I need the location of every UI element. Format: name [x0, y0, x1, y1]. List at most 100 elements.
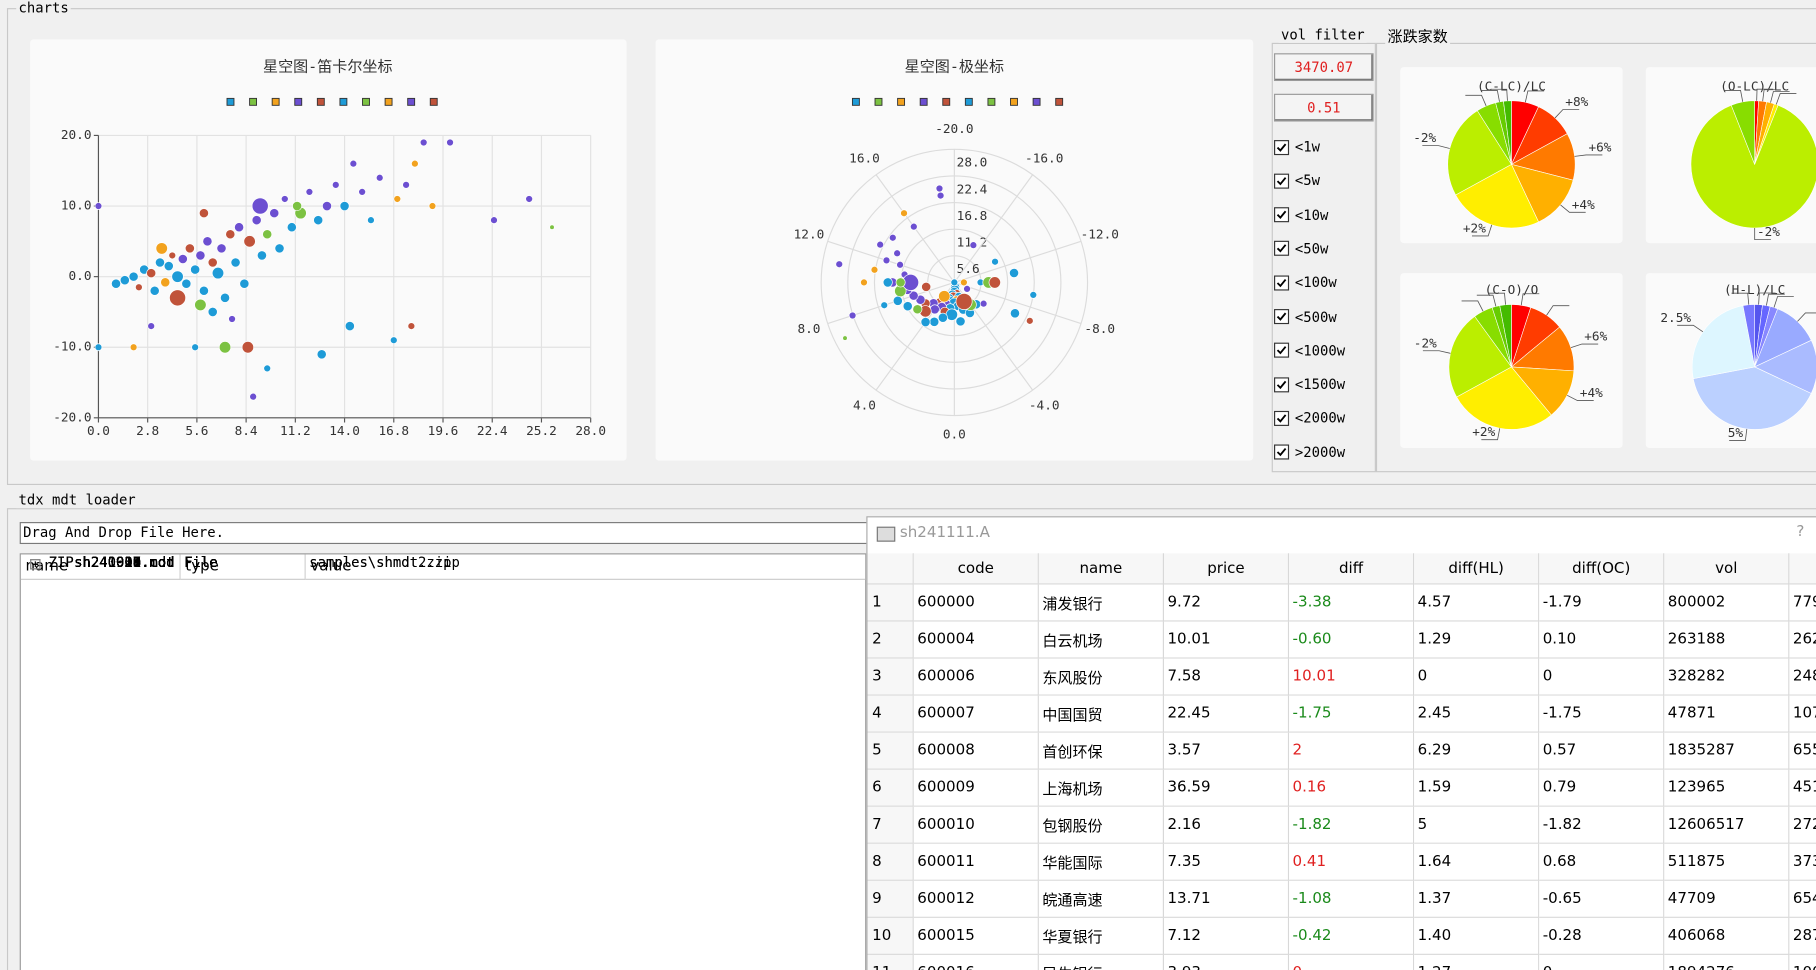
- value-field[interactable]: 3470.07: [1274, 53, 1374, 82]
- polar-point: [882, 277, 893, 288]
- check-mark: [1276, 142, 1287, 152]
- slice-label: 2.5%: [1660, 311, 1691, 326]
- scatter-charts: 星空图-笛卡尔坐标 星空图-极坐标 0.0 2.8 5.6 8.4 11.2 14.0 16.8…: [53, 58, 1119, 443]
- pie-slice: [1455, 163, 1539, 229]
- check-mark: [1276, 210, 1287, 220]
- table-cell: 107: [1789, 695, 1816, 733]
- node-type: File: [184, 554, 218, 571]
- node-name: sh241008.mdt: [74, 554, 175, 571]
- polar-point: [909, 222, 918, 231]
- node-name: sh240926.cod: [74, 554, 175, 571]
- checkbox[interactable]: <5w: [1274, 173, 1320, 189]
- row-header: 2: [867, 621, 914, 659]
- chart-title: 星空图-极坐标: [905, 58, 1004, 76]
- polar-point: [888, 233, 897, 242]
- label-line: [1754, 228, 1771, 241]
- table-cell: 451: [1789, 769, 1816, 807]
- polar-point: [902, 301, 913, 312]
- table-cell: -1.79: [1539, 584, 1665, 622]
- x-tick-label: 16.8: [378, 424, 409, 439]
- check-mark: [1276, 278, 1287, 287]
- polar-point: [963, 285, 971, 293]
- scatter-point: [367, 216, 375, 224]
- scatter-point: [251, 197, 269, 215]
- expand-toggle[interactable]: [30, 559, 41, 570]
- label-line: [1471, 224, 1493, 237]
- angle-tick-label: -16.0: [1025, 151, 1063, 166]
- angle-tick-label: -20.0: [935, 122, 973, 137]
- check-mark: [1276, 346, 1287, 355]
- scatter-point: [230, 257, 241, 268]
- node-name: sh241009.cod: [74, 554, 175, 571]
- angle-tick-label: 12.0: [794, 228, 825, 243]
- node-name: sh241010.cod: [74, 554, 175, 571]
- scatter-point: [249, 392, 257, 401]
- scatter-point: [263, 364, 272, 373]
- table-cell: 10.01: [1289, 658, 1415, 696]
- scatter-point: [358, 188, 366, 196]
- pie-slice: [1753, 339, 1816, 394]
- polar-point: [1009, 268, 1020, 278]
- table-cell: -0.28: [1539, 917, 1665, 955]
- label-line: [1560, 204, 1586, 213]
- scatter-point: [292, 201, 303, 212]
- scatter-point: [169, 289, 187, 307]
- scatter-point: [218, 341, 232, 354]
- x-tick-label: 8.4: [235, 424, 258, 439]
- legend-swatch: [407, 97, 416, 106]
- scatter-point: [286, 222, 297, 233]
- polar-point: [876, 240, 885, 249]
- check-mark: [1276, 176, 1287, 186]
- check-label: <1w: [1294, 138, 1320, 156]
- checkbox[interactable]: <500w: [1274, 308, 1337, 325]
- node-name: sh241015.cod: [74, 554, 175, 571]
- table-cell: 首创环保: [1038, 732, 1164, 770]
- node-name: sh241011.mdt: [74, 554, 175, 571]
- drop-input[interactable]: Drag And Drop File Here.: [19, 522, 877, 545]
- table-cell: -1.75: [1539, 695, 1665, 733]
- row-header: 4: [867, 695, 914, 733]
- legend-swatch: [942, 97, 951, 106]
- table-cell: 262: [1789, 621, 1816, 659]
- pie-slice: [1456, 366, 1552, 430]
- angle-tick-label: -12.0: [1081, 228, 1119, 243]
- grid-spoke: [954, 240, 1082, 283]
- scatter-point: [135, 283, 143, 292]
- checkbox[interactable]: <100w: [1274, 275, 1337, 291]
- checkbox[interactable]: <50w: [1274, 241, 1328, 257]
- polar-point: [908, 290, 919, 301]
- node-type: File: [184, 554, 218, 571]
- file-tree[interactable]: name type value ZIP samples\shmdt2.zip ZIP sam…: [19, 553, 867, 970]
- table-cell: 263188: [1664, 621, 1790, 659]
- check-box: [1274, 207, 1290, 223]
- row-header: 7: [867, 806, 914, 844]
- checkbox[interactable]: <1000w: [1274, 342, 1345, 359]
- polar-point: [920, 317, 931, 328]
- checkbox[interactable]: <10w: [1274, 207, 1328, 223]
- checkbox[interactable]: <2000w: [1274, 410, 1345, 426]
- legend-swatch: [362, 97, 370, 106]
- pie-slice: [1691, 305, 1756, 379]
- table-cell: 100: [1789, 954, 1816, 970]
- table-cell: 22.45: [1163, 695, 1290, 733]
- polar-point: [896, 260, 904, 269]
- label-line: [1566, 394, 1594, 401]
- table-cell: 0.41: [1289, 843, 1415, 881]
- table-cell: -0.65: [1539, 880, 1665, 918]
- slice-label: -2%: [1757, 225, 1780, 240]
- x-tick-label: 11.2: [280, 424, 311, 439]
- table-cell: -1.82: [1539, 806, 1665, 844]
- legend-swatch: [987, 97, 996, 106]
- value-field[interactable]: 0.51: [1274, 93, 1374, 122]
- check-label: <100w: [1294, 274, 1337, 291]
- checkbox[interactable]: <1w: [1274, 139, 1320, 155]
- node-type: File: [184, 554, 218, 571]
- table-cell: 0.16: [1289, 769, 1415, 807]
- node-name: sh241008.cod: [74, 554, 175, 571]
- label-line: [1731, 292, 1750, 305]
- vol-filter: 3470.07 0.51 <1w <5w <10w <50w <100w <500w <1000…: [1272, 46, 1376, 470]
- checkbox[interactable]: >2000w: [1274, 444, 1345, 460]
- checkbox[interactable]: <1500w: [1274, 376, 1345, 393]
- help-button[interactable]: ?: [1796, 523, 1805, 541]
- label-line: [1546, 305, 1570, 316]
